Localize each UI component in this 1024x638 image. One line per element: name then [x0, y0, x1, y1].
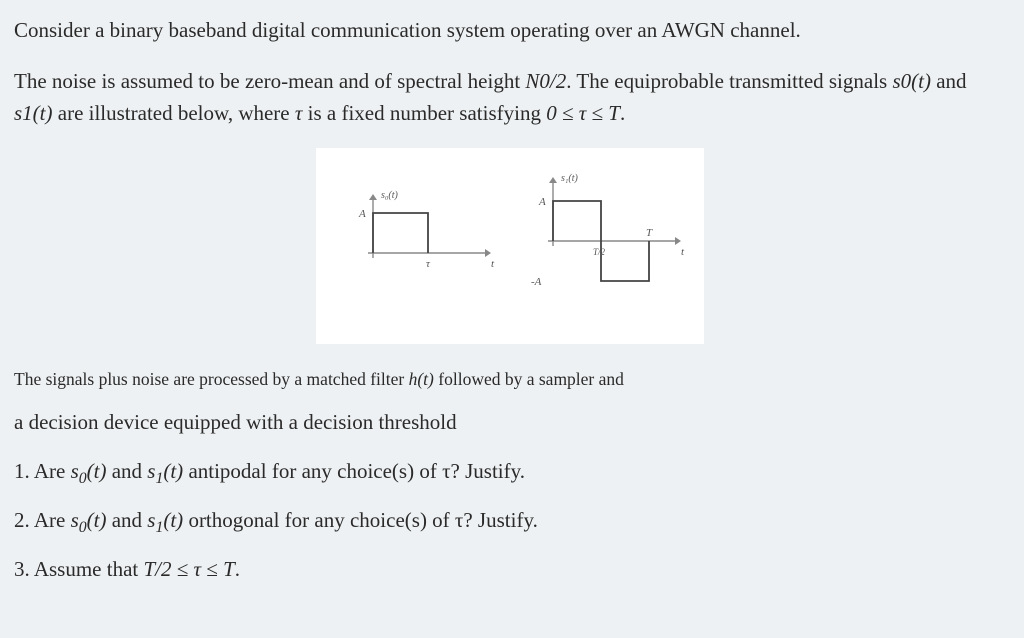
q2-s0-s: s	[71, 508, 79, 532]
question-3: 3. Assume that T/2 ≤ τ ≤ T.	[14, 554, 1006, 586]
sym-range-0-T: 0 ≤ τ ≤ T	[546, 101, 620, 125]
question-2: 2. Are s0(t) and s1(t) orthogonal for an…	[14, 505, 1006, 540]
svg-text:τ: τ	[426, 258, 431, 270]
sym-N0-2: N0/2	[525, 69, 566, 93]
sym-s0t: s0(t)	[892, 69, 931, 93]
svg-text:A: A	[538, 196, 546, 208]
svg-text:-A: -A	[531, 276, 542, 288]
svg-text:s₀(t): s₀(t)	[381, 190, 398, 201]
svg-text:T/2: T/2	[593, 247, 606, 257]
q2-s1-tail: (t)	[163, 508, 183, 532]
question-1: 1. Are s0(t) and s1(t) antipodal for any…	[14, 456, 1006, 491]
p3-part-b: followed by a sampler and	[434, 369, 624, 389]
figure-s0-svg: s₀(t) Aτ t	[345, 188, 495, 298]
p2-part-c: and	[931, 69, 967, 93]
q1-a: 1. Are	[14, 459, 71, 483]
q1-s0-tail: (t)	[87, 459, 107, 483]
figure-s1-svg: s₁(t) A -A T/2 Tt	[525, 163, 685, 323]
q1-b: and	[106, 459, 147, 483]
paragraph-2: The noise is assumed to be zero-mean and…	[14, 65, 1006, 130]
p2-part-a: The noise is assumed to be zero-mean and…	[14, 69, 525, 93]
q2-s0-tail: (t)	[87, 508, 107, 532]
q3-b: .	[235, 557, 240, 581]
q3-a: 3. Assume that	[14, 557, 144, 581]
p2-part-d: are illustrated below, where	[53, 101, 295, 125]
p2-part-b: . The equiprobable transmitted signals	[566, 69, 892, 93]
p2-part-e: is a fixed number satisfying	[302, 101, 546, 125]
q2-c: orthogonal for any choice(s) of τ? Justi…	[183, 508, 538, 532]
figure-container: s₀(t) Aτ t s₁(t) A -A T/2 Tt	[316, 148, 704, 344]
p4-text: a decision device equipped with a decisi…	[14, 410, 457, 434]
svg-text:t: t	[491, 258, 495, 270]
q1-c: antipodal for any choice(s) of τ? Justif…	[183, 459, 525, 483]
svg-text:T: T	[646, 227, 653, 239]
p1-text: Consider a binary baseband digital commu…	[14, 18, 801, 42]
q1-s0-s: s	[71, 459, 79, 483]
paragraph-3: The signals plus noise are processed by …	[14, 366, 1006, 392]
q1-s0-0: 0	[79, 471, 87, 488]
paragraph-4: a decision device equipped with a decisi…	[14, 406, 1006, 439]
q2-a: 2. Are	[14, 508, 71, 532]
p3-part-a: The signals plus noise are processed by …	[14, 369, 409, 389]
sym-ht: h(t)	[409, 369, 434, 389]
paragraph-1: Consider a binary baseband digital commu…	[14, 14, 1006, 47]
sym-s1t: s1(t)	[14, 101, 53, 125]
svg-text:t: t	[681, 246, 685, 258]
page-root: Consider a binary baseband digital commu…	[0, 0, 1024, 586]
figure-s1: s₁(t)A-AT/2Tt	[525, 163, 675, 328]
q2-s0-0: 0	[79, 519, 87, 536]
svg-text:A: A	[358, 208, 366, 220]
sym-range-T2-T: T/2 ≤ τ ≤ T	[144, 557, 235, 581]
svg-text:s₁(t): s₁(t)	[561, 173, 578, 184]
figure-s0: s₀(t) Aτ t	[345, 188, 495, 303]
q1-s1-tail: (t)	[163, 459, 183, 483]
p2-part-f: .	[620, 101, 625, 125]
q2-b: and	[106, 508, 147, 532]
